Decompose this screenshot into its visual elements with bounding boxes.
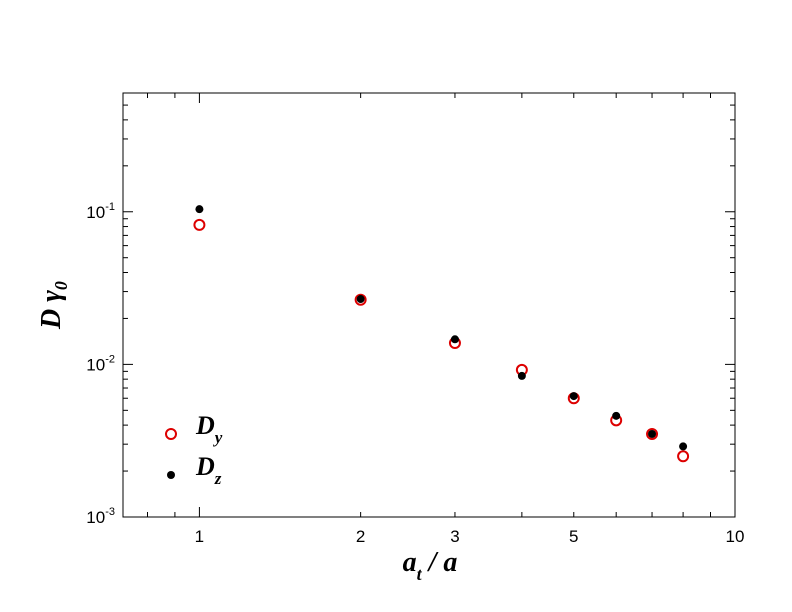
x-tick-label: 10 (726, 527, 745, 546)
legend-marker-dy (165, 428, 177, 440)
data-point-dz (195, 205, 204, 214)
x-axis-label-sub: t (417, 564, 423, 584)
y-tick-label-exponent: -3 (105, 506, 115, 518)
legend-label-dz-main: D (195, 452, 215, 481)
data-points (193, 205, 690, 463)
data-point-dz (648, 429, 657, 438)
y-tick-label-exponent: -2 (105, 353, 115, 365)
data-point-dy (193, 218, 206, 231)
data-point-dz (569, 392, 578, 401)
data-point-dz (450, 335, 459, 344)
legend-label-dz-sub: z (214, 469, 222, 488)
plot-frame (122, 92, 736, 518)
x-tick-label: 5 (569, 527, 578, 546)
y-tick-label-exponent: -1 (105, 201, 115, 213)
y-tick-label: 10-2 (86, 353, 115, 374)
data-point-dz (679, 442, 688, 451)
y-tick-label-base: 10 (86, 203, 105, 222)
y-tick-label: 10-1 (86, 201, 115, 222)
data-point-dy (677, 450, 690, 463)
y-axis-label-main: D γ (36, 290, 67, 330)
data-point-dy (354, 293, 367, 306)
legend-label-dy: Dy (195, 411, 223, 447)
x-axis-label: at / a (403, 547, 458, 584)
y-axis-label: D γ0 (36, 281, 71, 330)
data-point-dz (612, 411, 621, 420)
data-point-dz (517, 371, 526, 380)
legend-marker-dz (167, 471, 175, 479)
axis-ticks (123, 92, 736, 518)
legend: Dy Dz (165, 411, 223, 488)
legend-label-dy-sub: y (213, 428, 223, 447)
x-axis-label-main: a (403, 547, 417, 578)
x-tick-label: 1 (195, 527, 204, 546)
legend-label-dy-main: D (195, 411, 215, 440)
data-point-dy (646, 427, 659, 440)
y-axis-label-sub: 0 (51, 281, 71, 290)
y-tick-label-base: 10 (86, 355, 105, 374)
legend-label-dz: Dz (195, 452, 222, 488)
x-tick-label: 3 (450, 527, 459, 546)
y-tick-label: 10-3 (86, 506, 115, 527)
data-point-dz (356, 295, 365, 304)
y-tick-label-base: 10 (86, 508, 105, 527)
x-tick-label: 2 (356, 527, 365, 546)
x-axis-label-rest: / a (422, 547, 458, 578)
